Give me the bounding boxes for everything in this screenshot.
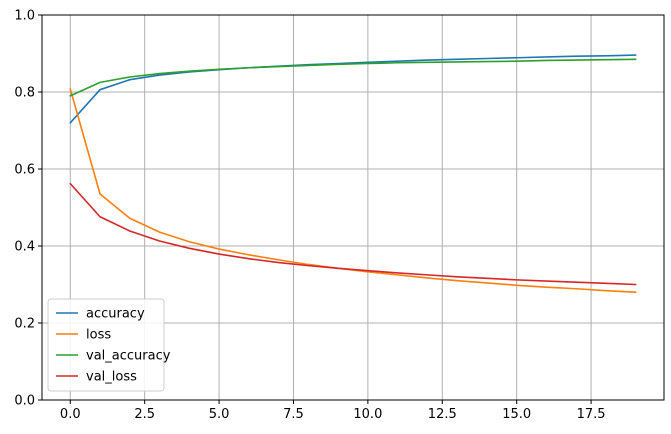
x-tick-label: 5.0 <box>209 407 230 422</box>
y-tick-label: 0.0 <box>14 394 35 409</box>
legend-label-loss: loss <box>86 328 111 343</box>
x-tick-label: 15.0 <box>502 407 531 422</box>
y-tick-label: 1.0 <box>14 9 35 24</box>
series-line-val-loss <box>69 182 637 286</box>
legend: accuracy loss val_accuracy val_loss <box>47 298 171 392</box>
series-line-loss <box>69 88 637 294</box>
y-tick-label: 0.8 <box>14 86 35 101</box>
x-tick-label: 17.5 <box>577 407 606 422</box>
y-tick-label: 0.2 <box>14 317 35 332</box>
legend-label-val-loss: val_loss <box>86 370 137 385</box>
legend-box <box>47 298 165 392</box>
y-tick-label: 0.6 <box>14 163 35 178</box>
x-tick-label: 2.5 <box>134 407 155 422</box>
legend-label-val-accuracy: val_accuracy <box>86 349 171 364</box>
legend-label-accuracy: accuracy <box>86 307 145 322</box>
x-tick-label: 12.5 <box>428 407 457 422</box>
series-line-accuracy <box>69 54 637 124</box>
axis-ticks: 0.0 2.5 5.0 7.5 10.0 12.5 15.0 17.5 0.0 0.2 0.4 0.6… <box>14 9 605 423</box>
x-tick-label: 0.0 <box>60 407 81 422</box>
series-line-val-accuracy <box>69 58 637 97</box>
x-tick-label: 10.0 <box>353 407 382 422</box>
y-tick-label: 0.4 <box>14 240 35 255</box>
series-lines <box>69 54 637 294</box>
x-tick-label: 7.5 <box>283 407 304 422</box>
plot-frame <box>41 14 665 401</box>
